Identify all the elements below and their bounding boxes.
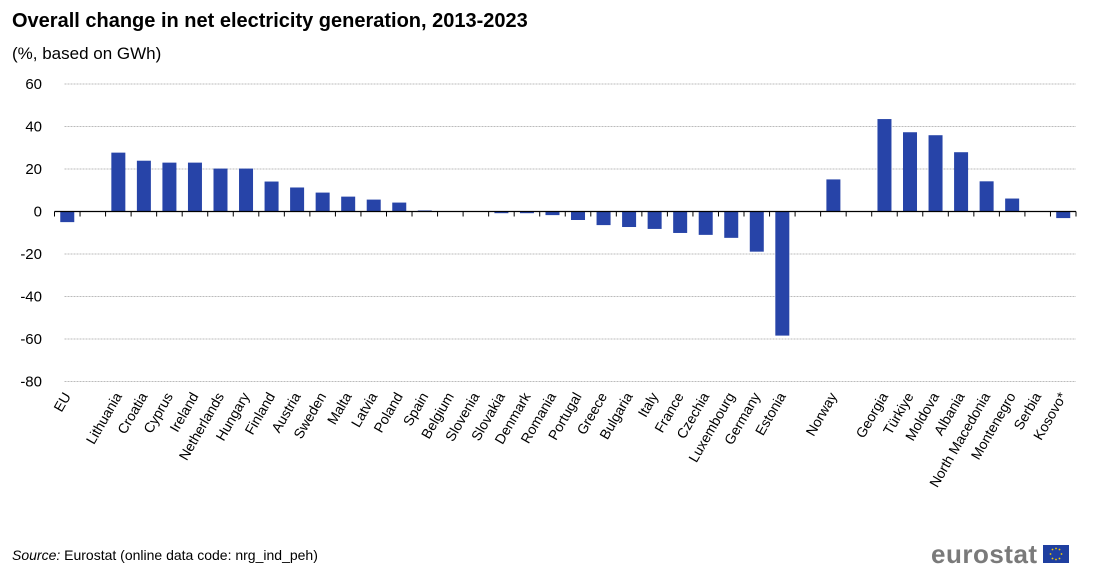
bar [673, 211, 688, 233]
bar [290, 187, 305, 212]
bar [954, 152, 969, 212]
bar [136, 160, 151, 212]
chart-subtitle: (%, based on GWh) [12, 44, 162, 63]
bar [545, 211, 560, 216]
bar [392, 202, 407, 212]
x-tick-label: EU [50, 390, 74, 415]
bar [366, 199, 381, 212]
bar [647, 211, 662, 229]
bar [519, 211, 534, 214]
bar [264, 181, 279, 212]
logo-text: eurostat [931, 539, 1038, 569]
bar [162, 162, 177, 212]
y-tick-label: 40 [25, 119, 42, 136]
source-text: Eurostat (online data code: nrg_ind_peh) [60, 547, 318, 563]
bar [928, 135, 943, 212]
bar [187, 162, 202, 212]
y-tick-label: 20 [25, 161, 42, 178]
bar [1005, 198, 1020, 212]
bar [903, 132, 918, 212]
bar [979, 181, 994, 212]
y-tick-label: 60 [25, 76, 42, 93]
bar [315, 192, 330, 212]
y-tick-label: -40 [20, 289, 42, 306]
bar [571, 211, 586, 220]
x-tick-label: Lithuania [83, 389, 125, 446]
eurostat-logo: eurostat [931, 541, 1069, 567]
eu-flag-icon [1042, 545, 1069, 563]
bar [622, 211, 637, 228]
bar [494, 211, 509, 214]
bar [111, 152, 126, 212]
bar [1056, 211, 1071, 219]
bar [341, 196, 356, 212]
x-tick-label: Norway [802, 390, 840, 439]
bar [596, 211, 611, 226]
bar [877, 119, 892, 212]
source-note: Source: Eurostat (online data code: nrg_… [12, 547, 318, 563]
bar [724, 211, 739, 238]
chart-title: Overall change in net electricity genera… [12, 10, 528, 32]
y-tick-label: -20 [20, 246, 42, 263]
bar [826, 179, 841, 212]
y-tick-label: -80 [20, 374, 42, 391]
y-tick-label: 0 [34, 204, 42, 221]
bar [239, 168, 254, 212]
source-label: Source: [12, 547, 61, 563]
bar [775, 211, 790, 336]
bar [60, 211, 75, 223]
y-tick-label: -60 [20, 331, 42, 348]
bar [749, 211, 764, 252]
bar [698, 211, 713, 235]
bar [213, 168, 228, 212]
